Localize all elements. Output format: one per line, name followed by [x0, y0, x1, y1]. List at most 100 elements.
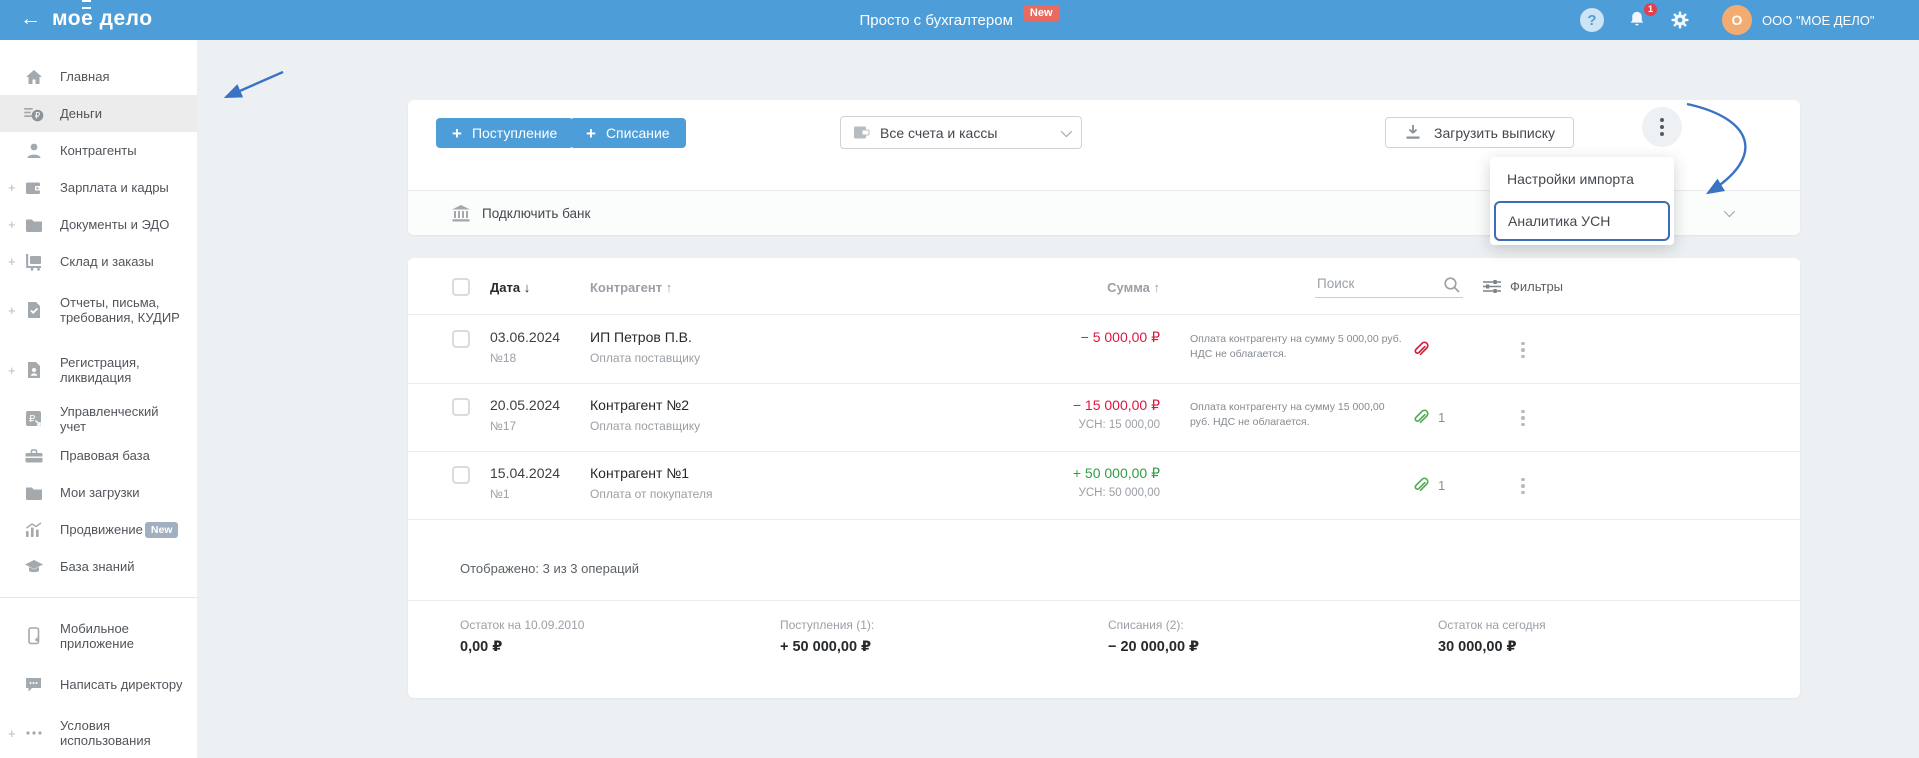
stat-incomes: Поступления (1): + 50 000,00 ₽	[780, 618, 874, 655]
mobile-phone-icon	[28, 627, 40, 645]
add-income-label: Поступление	[471, 125, 558, 141]
operation-row[interactable]: 03.06.2024 №18 ИП Петров П.В. Оплата пос…	[408, 316, 1800, 384]
sidebar-item-dokumenty[interactable]: + Документы и ЭДО	[0, 206, 197, 243]
operation-amount: − 5 000,00 ₽	[1080, 329, 1160, 345]
gear-icon	[1671, 11, 1689, 29]
search-input[interactable]	[1315, 272, 1463, 298]
help-button[interactable]: ?	[1579, 7, 1605, 33]
notifications-button[interactable]: 1	[1624, 1, 1659, 33]
logo-text-suffix: дело	[93, 7, 153, 30]
add-expense-label: Списание	[605, 125, 670, 141]
sidebar-item-prodvizhenie[interactable]: Продвижение New	[0, 511, 197, 548]
operation-description: Оплата контрагенту на сумму 5 000,00 руб…	[1190, 333, 1402, 360]
sidebar-item-zarplata[interactable]: + Зарплата и кадры	[0, 169, 197, 206]
expand-plus-icon[interactable]: +	[8, 254, 16, 269]
stat-value: 0,00 ₽	[460, 639, 503, 655]
expand-plus-icon[interactable]: +	[8, 217, 16, 232]
sidebar-item-dengi[interactable]: ₽ Деньги	[0, 95, 197, 132]
sidebar-item-usloviya[interactable]: + Условия использования	[0, 703, 197, 758]
counterparty-name: ИП Петров П.В.	[590, 329, 692, 345]
more-actions-button[interactable]	[1642, 107, 1682, 147]
sidebar-item-glavnaya[interactable]: Главная	[0, 58, 197, 95]
operation-date: 20.05.2024	[490, 397, 561, 413]
connect-bank-label: Подключить банк	[482, 205, 591, 221]
back-arrow-icon[interactable]: ←	[20, 7, 41, 30]
add-income-button[interactable]: + Поступление	[436, 118, 574, 148]
row-actions-button[interactable]	[1513, 408, 1533, 428]
expand-plus-icon[interactable]: +	[8, 302, 16, 318]
attachment-paperclip-icon[interactable]	[1410, 407, 1430, 432]
usn-amount: УСН: 50 000,00	[1078, 487, 1160, 499]
menu-item-import-settings[interactable]: Настройки импорта	[1507, 171, 1634, 187]
operation-row[interactable]: 20.05.2024 №17 Контрагент №2 Оплата пост…	[408, 384, 1800, 452]
sidebar-divider	[0, 597, 197, 598]
settings-button[interactable]	[1667, 7, 1693, 33]
org-account-chip[interactable]: O ООО "МОЕ ДЕЛО"	[1722, 5, 1875, 35]
operation-type: Оплата поставщику	[590, 351, 701, 365]
upload-statement-label: Загрузить выписку	[1434, 124, 1555, 141]
sidebar-item-registraciya[interactable]: + Регистрация, ликвидация	[0, 340, 197, 400]
select-all-checkbox[interactable]	[452, 278, 470, 296]
row-actions-button[interactable]	[1513, 476, 1533, 496]
tagline-new-badge: New	[1022, 5, 1060, 21]
svg-text:₽: ₽	[29, 414, 36, 425]
sidebar-item-label: База знаний	[60, 559, 135, 574]
sidebar-item-label: Мои загрузки	[60, 485, 140, 500]
sort-by-date[interactable]: Дата ↓	[490, 280, 531, 295]
row-checkbox[interactable]	[452, 330, 470, 348]
expand-plus-icon[interactable]: +	[8, 180, 16, 195]
row-actions-button[interactable]	[1513, 340, 1533, 360]
stat-value: 30 000,00 ₽	[1438, 639, 1517, 655]
accounts-filter-select[interactable]: Все счета и кассы	[840, 116, 1082, 149]
sidebar-item-mobilnoe[interactable]: Мобильное приложение	[0, 606, 197, 666]
stat-label: Поступления (1):	[780, 618, 875, 632]
filters-label: Фильтры	[1510, 279, 1564, 294]
sidebar-item-baza-znaniy[interactable]: База знаний	[0, 548, 197, 585]
attachment-paperclip-icon[interactable]	[1410, 475, 1430, 500]
sidebar-item-moi-zagruzki[interactable]: Мои загрузки	[0, 474, 197, 511]
sidebar-item-napisat-direktoru[interactable]: Написать директору	[0, 666, 197, 703]
sidebar-item-label: Главная	[60, 69, 110, 84]
operation-date: 03.06.2024	[490, 329, 561, 345]
sidebar-item-otchety[interactable]: + Отчеты, письма, требования, КУДИР	[0, 280, 197, 340]
sidebar-item-label: Управленческий учет	[60, 403, 159, 434]
download-icon	[1406, 125, 1420, 139]
notification-count-badge: 1	[1642, 1, 1659, 18]
tagline-text: Просто с бухгалтером	[859, 11, 1013, 29]
sidebar-item-pravovaya-baza[interactable]: Правовая база	[0, 437, 197, 474]
expand-plus-icon[interactable]: +	[8, 725, 16, 741]
menu-item-usn-analytics[interactable]: Аналитика УСН	[1494, 201, 1670, 241]
add-expense-button[interactable]: + Списание	[570, 118, 686, 148]
sidebar-item-upravlencheskiy[interactable]: ₽ Управленческий учет	[0, 400, 197, 437]
cart-icon	[26, 253, 41, 271]
app-logo[interactable]: мое дело	[52, 0, 153, 31]
more-actions-menu: Настройки импорта Аналитика УСН	[1490, 157, 1674, 245]
help-icon: ?	[1580, 8, 1604, 32]
home-icon	[26, 69, 42, 84]
sidebar-item-label: Написать директору	[60, 677, 183, 692]
plus-icon: +	[452, 123, 462, 143]
row-checkbox[interactable]	[452, 466, 470, 484]
person-icon	[27, 143, 41, 158]
stat-expenses: Списания (2): − 20 000,00 ₽	[1108, 618, 1199, 655]
expand-plus-icon[interactable]: +	[8, 362, 16, 378]
sidebar-item-label: Регистрация, ликвидация	[60, 355, 140, 385]
sidebar-item-sklad[interactable]: + Склад и заказы	[0, 243, 197, 280]
row-checkbox[interactable]	[452, 398, 470, 416]
operation-row[interactable]: 15.04.2024 №1 Контрагент №1 Оплата от по…	[408, 452, 1800, 520]
briefcase-icon	[25, 448, 43, 462]
plus-icon: +	[586, 123, 596, 143]
promotion-chart-icon	[26, 521, 42, 537]
downloads-folder-icon	[26, 487, 42, 500]
collapse-chevron-icon[interactable]	[1723, 205, 1736, 218]
sort-by-counterparty[interactable]: Контрагент ↑	[590, 280, 673, 295]
org-avatar: O	[1722, 5, 1752, 35]
operation-number: №17	[490, 419, 517, 433]
upload-statement-button[interactable]: Загрузить выписку	[1385, 117, 1574, 148]
attachment-paperclip-icon[interactable]	[1410, 339, 1430, 364]
sort-by-amount[interactable]: Сумма ↑	[1107, 280, 1160, 295]
usn-amount: УСН: 15 000,00	[1078, 419, 1160, 431]
knowledge-cap-icon	[25, 559, 43, 572]
sidebar-item-kontragenty[interactable]: Контрагенты	[0, 132, 197, 169]
filters-button[interactable]: Фильтры	[1483, 279, 1563, 294]
